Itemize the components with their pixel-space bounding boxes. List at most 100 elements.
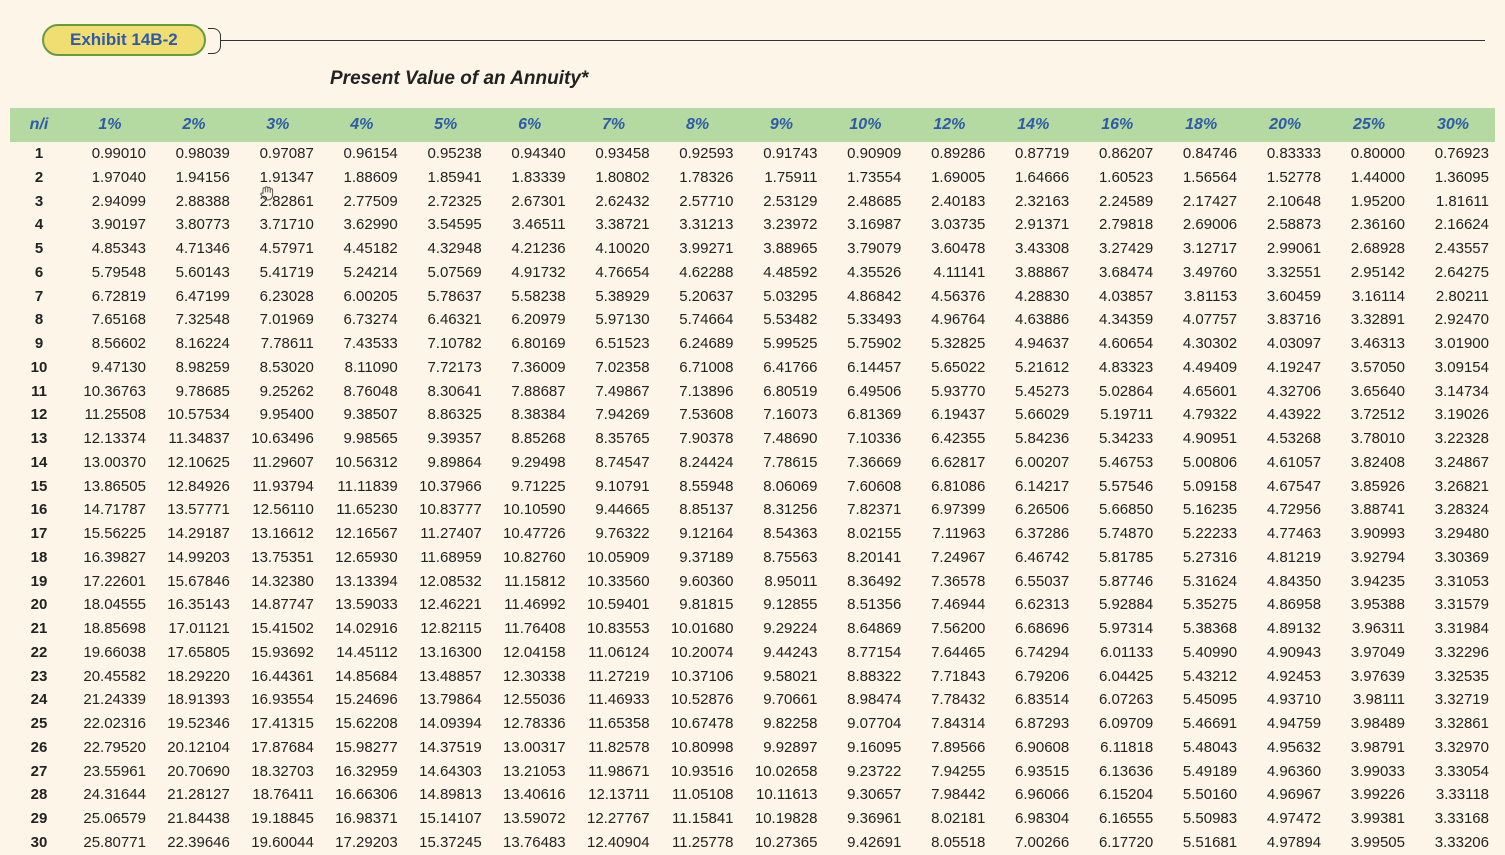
table-cell: 7.65168	[68, 308, 152, 332]
table-cell: 4.57971	[236, 237, 320, 261]
row-label: 20	[10, 593, 68, 617]
table-cell: 3.81153	[1159, 285, 1243, 309]
table-cell: 3.24867	[1411, 451, 1495, 475]
table-cell: 8.86325	[404, 403, 488, 427]
table-cell: 6.62817	[907, 451, 991, 475]
table-cell: 5.92884	[1075, 593, 1159, 617]
row-label: 19	[10, 570, 68, 594]
table-cell: 6.51523	[572, 332, 656, 356]
table-cell: 14.37519	[404, 736, 488, 760]
table-cell: 21.28127	[152, 783, 236, 807]
table-cell: 4.84350	[1243, 570, 1327, 594]
table-cell: 6.20979	[488, 308, 572, 332]
table-cell: 12.13711	[572, 783, 656, 807]
table-cell: 18.85698	[68, 617, 152, 641]
table-cell: 9.60360	[656, 570, 740, 594]
table-cell: 3.09154	[1411, 356, 1495, 380]
table-row: 1413.0037012.1062511.2960710.563129.8986…	[10, 451, 1495, 475]
table-cell: 1.91347	[236, 166, 320, 190]
table-cell: 1.81611	[1411, 190, 1495, 214]
table-cell: 7.94269	[572, 403, 656, 427]
col-header: 14%	[991, 108, 1075, 142]
table-cell: 13.16300	[404, 641, 488, 665]
table-cell: 13.57771	[152, 498, 236, 522]
table-row: 109.471308.982598.530208.110907.721737.3…	[10, 356, 1495, 380]
table-cell: 3.32535	[1411, 665, 1495, 689]
table-cell: 5.57546	[1075, 475, 1159, 499]
table-row: 1513.8650512.8492611.9379411.1183910.379…	[10, 475, 1495, 499]
table-cell: 5.27316	[1159, 546, 1243, 570]
table-cell: 8.36492	[823, 570, 907, 594]
table-cell: 4.93710	[1243, 688, 1327, 712]
table-cell: 12.65930	[320, 546, 404, 570]
table-cell: 10.19828	[740, 807, 824, 831]
table-cell: 3.01900	[1411, 332, 1495, 356]
row-label: 17	[10, 522, 68, 546]
table-cell: 17.01121	[152, 617, 236, 641]
table-cell: 7.43533	[320, 332, 404, 356]
table-cell: 3.99381	[1327, 807, 1411, 831]
table-cell: 16.35143	[152, 593, 236, 617]
table-cell: 3.14734	[1411, 380, 1495, 404]
table-cell: 3.97049	[1327, 641, 1411, 665]
table-cell: 17.22601	[68, 570, 152, 594]
table-row: 1917.2260115.6784614.3238013.1339412.085…	[10, 570, 1495, 594]
table-cell: 9.70661	[740, 688, 824, 712]
table-cell: 16.93554	[236, 688, 320, 712]
table-cell: 4.49409	[1159, 356, 1243, 380]
table-cell: 2.77509	[320, 190, 404, 214]
table-cell: 18.04555	[68, 593, 152, 617]
table-cell: 5.46753	[1075, 451, 1159, 475]
table-cell: 4.62288	[656, 261, 740, 285]
table-cell: 3.98111	[1327, 688, 1411, 712]
table-cell: 7.36578	[907, 570, 991, 594]
table-cell: 1.69005	[907, 166, 991, 190]
table-cell: 4.63886	[991, 308, 1075, 332]
row-label: 10	[10, 356, 68, 380]
table-cell: 6.01133	[1075, 641, 1159, 665]
table-cell: 12.82115	[404, 617, 488, 641]
table-cell: 4.83323	[1075, 356, 1159, 380]
table-cell: 2.43557	[1411, 237, 1495, 261]
table-cell: 4.35526	[823, 261, 907, 285]
table-row: 1614.7178713.5777112.5611011.6523010.837…	[10, 498, 1495, 522]
table-cell: 14.32380	[236, 570, 320, 594]
table-cell: 3.72512	[1327, 403, 1411, 427]
table-cell: 10.11613	[740, 783, 824, 807]
table-cell: 5.53482	[740, 308, 824, 332]
table-cell: 6.71008	[656, 356, 740, 380]
table-cell: 4.77463	[1243, 522, 1327, 546]
table-cell: 5.45095	[1159, 688, 1243, 712]
table-cell: 10.37106	[656, 665, 740, 689]
table-cell: 3.78010	[1327, 427, 1411, 451]
table-cell: 4.53268	[1243, 427, 1327, 451]
table-cell: 14.87747	[236, 593, 320, 617]
row-label: 2	[10, 166, 68, 190]
table-row: 2421.2433918.9139316.9355415.2469613.798…	[10, 688, 1495, 712]
table-cell: 5.24214	[320, 261, 404, 285]
table-cell: 2.69006	[1159, 213, 1243, 237]
table-cell: 17.41315	[236, 712, 320, 736]
table-cell: 7.53608	[656, 403, 740, 427]
table-cell: 10.37966	[404, 475, 488, 499]
table-cell: 4.86842	[823, 285, 907, 309]
table-cell: 8.53020	[236, 356, 320, 380]
table-cell: 12.08532	[404, 570, 488, 594]
table-cell: 3.71710	[236, 213, 320, 237]
table-cell: 19.52346	[152, 712, 236, 736]
table-row: 2824.3164421.2812718.7641116.6630614.898…	[10, 783, 1495, 807]
table-cell: 7.89566	[907, 736, 991, 760]
table-cell: 9.39357	[404, 427, 488, 451]
table-cell: 2.17427	[1159, 190, 1243, 214]
table-cell: 6.72819	[68, 285, 152, 309]
table-cell: 6.46742	[991, 546, 1075, 570]
table-row: 2219.6603817.6580515.9369214.4511213.163…	[10, 641, 1495, 665]
table-cell: 12.30338	[488, 665, 572, 689]
table-cell: 5.43212	[1159, 665, 1243, 689]
table-cell: 3.30369	[1411, 546, 1495, 570]
table-cell: 6.13636	[1075, 760, 1159, 784]
table-cell: 6.00207	[991, 451, 1075, 475]
table-cell: 10.02658	[740, 760, 824, 784]
table-cell: 5.66029	[991, 403, 1075, 427]
table-row: 10.990100.980390.970870.961540.952380.94…	[10, 142, 1495, 166]
